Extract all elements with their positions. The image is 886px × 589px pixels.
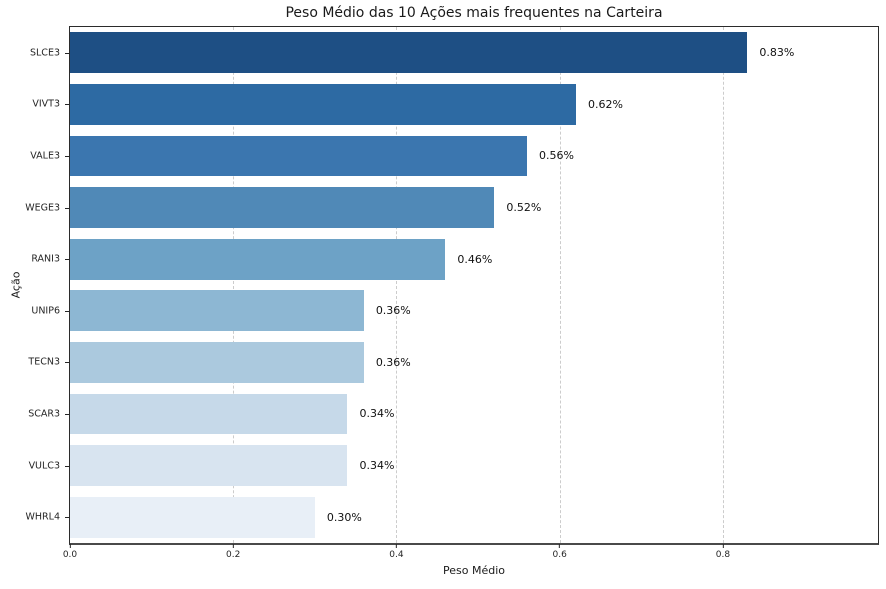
gridline-x-0.6 bbox=[559, 27, 561, 543]
value-label: 0.34% bbox=[359, 459, 395, 473]
value-label: 0.62% bbox=[588, 97, 623, 111]
gridline-x-0.4 bbox=[396, 27, 398, 543]
bar-row: SCAR3 0.34% bbox=[28, 388, 878, 440]
value-label: 0.52% bbox=[506, 201, 542, 215]
x-tick: 0.8 bbox=[716, 544, 730, 560]
bar-row: WEGE3 0.52% bbox=[25, 182, 878, 234]
x-tick-label: 0.6 bbox=[552, 550, 567, 560]
plot-area: SLCE3 0.83% VIVT3 0.62% VALE3 0.56% WEGE3 0.52%… bbox=[25, 26, 879, 560]
x-tick-label: 0.0 bbox=[62, 550, 78, 560]
value-label: 0.34% bbox=[359, 407, 395, 421]
category-label: SCAR3 bbox=[28, 408, 60, 420]
bar-row: SLCE3 0.83% bbox=[30, 27, 878, 79]
x-tick-mark bbox=[395, 544, 397, 548]
x-tick: 0.6 bbox=[553, 544, 567, 560]
y-tick-mark bbox=[65, 52, 69, 54]
value-label: 0.83% bbox=[759, 46, 795, 60]
bar-row: WHRL4 0.30% bbox=[26, 491, 878, 543]
value-label: 0.36% bbox=[375, 304, 411, 318]
value-label: 0.30% bbox=[326, 510, 362, 524]
y-tick-mark bbox=[65, 310, 69, 312]
bar bbox=[70, 496, 315, 538]
category-label: WEGE3 bbox=[25, 202, 60, 214]
x-tick-mark bbox=[559, 544, 561, 548]
category-label: RANI3 bbox=[31, 253, 60, 265]
bar bbox=[70, 135, 528, 177]
bar bbox=[70, 445, 348, 486]
bar-rows: SLCE3 0.83% VIVT3 0.62% VALE3 0.56% WEGE3 0.52%… bbox=[25, 27, 878, 543]
bar-row: VULC3 0.34% bbox=[29, 440, 878, 492]
x-axis-label: Peso Médio bbox=[443, 564, 505, 577]
bar bbox=[70, 238, 446, 280]
x-tick-label: 0.2 bbox=[226, 550, 241, 560]
x-tick-label: 0.4 bbox=[389, 550, 404, 560]
bar bbox=[70, 393, 348, 435]
category-label: VIVT3 bbox=[32, 98, 60, 110]
y-tick-mark bbox=[65, 517, 69, 519]
category-label: TECN3 bbox=[28, 356, 60, 368]
bar bbox=[70, 84, 577, 125]
x-tick: 0.4 bbox=[389, 544, 404, 560]
bar-row: UNIP6 0.36% bbox=[31, 285, 878, 337]
y-axis-label: Ação bbox=[9, 271, 23, 299]
x-tick-label: 0.8 bbox=[715, 550, 731, 560]
x-tick: 0.0 bbox=[63, 544, 77, 560]
gridline-x-0.2 bbox=[233, 27, 235, 543]
x-tick-mark bbox=[232, 544, 234, 548]
value-label: 0.36% bbox=[375, 355, 411, 369]
category-label: VALE3 bbox=[30, 150, 60, 162]
bar-row: VALE3 0.56% bbox=[30, 130, 878, 182]
bar bbox=[70, 341, 364, 383]
chart-title: Peso Médio das 10 Ações mais frequentes … bbox=[285, 5, 663, 21]
y-tick-mark bbox=[65, 259, 69, 261]
category-label: UNIP6 bbox=[31, 305, 60, 317]
x-tick-mark bbox=[722, 544, 724, 548]
bar-row: RANI3 0.46% bbox=[31, 233, 878, 285]
y-tick-mark bbox=[65, 207, 69, 209]
category-label: VULC3 bbox=[28, 460, 60, 472]
x-tick-mark bbox=[69, 544, 71, 548]
bar-row: VIVT3 0.62% bbox=[32, 79, 878, 131]
value-label: 0.56% bbox=[539, 149, 574, 163]
y-tick-mark bbox=[65, 155, 69, 157]
y-tick-mark bbox=[65, 104, 69, 106]
category-label: WHRL4 bbox=[25, 511, 60, 523]
bar bbox=[70, 187, 495, 228]
bar-row: TECN3 0.36% bbox=[28, 337, 878, 389]
bar bbox=[70, 290, 364, 332]
y-tick-mark bbox=[65, 362, 69, 364]
category-label: SLCE3 bbox=[29, 47, 60, 59]
gridline-x-0.8 bbox=[722, 27, 724, 543]
x-tick: 0.2 bbox=[226, 544, 240, 560]
y-tick-mark bbox=[65, 413, 69, 415]
y-tick-mark bbox=[65, 465, 69, 467]
value-label: 0.46% bbox=[457, 252, 493, 266]
bar bbox=[70, 32, 748, 74]
